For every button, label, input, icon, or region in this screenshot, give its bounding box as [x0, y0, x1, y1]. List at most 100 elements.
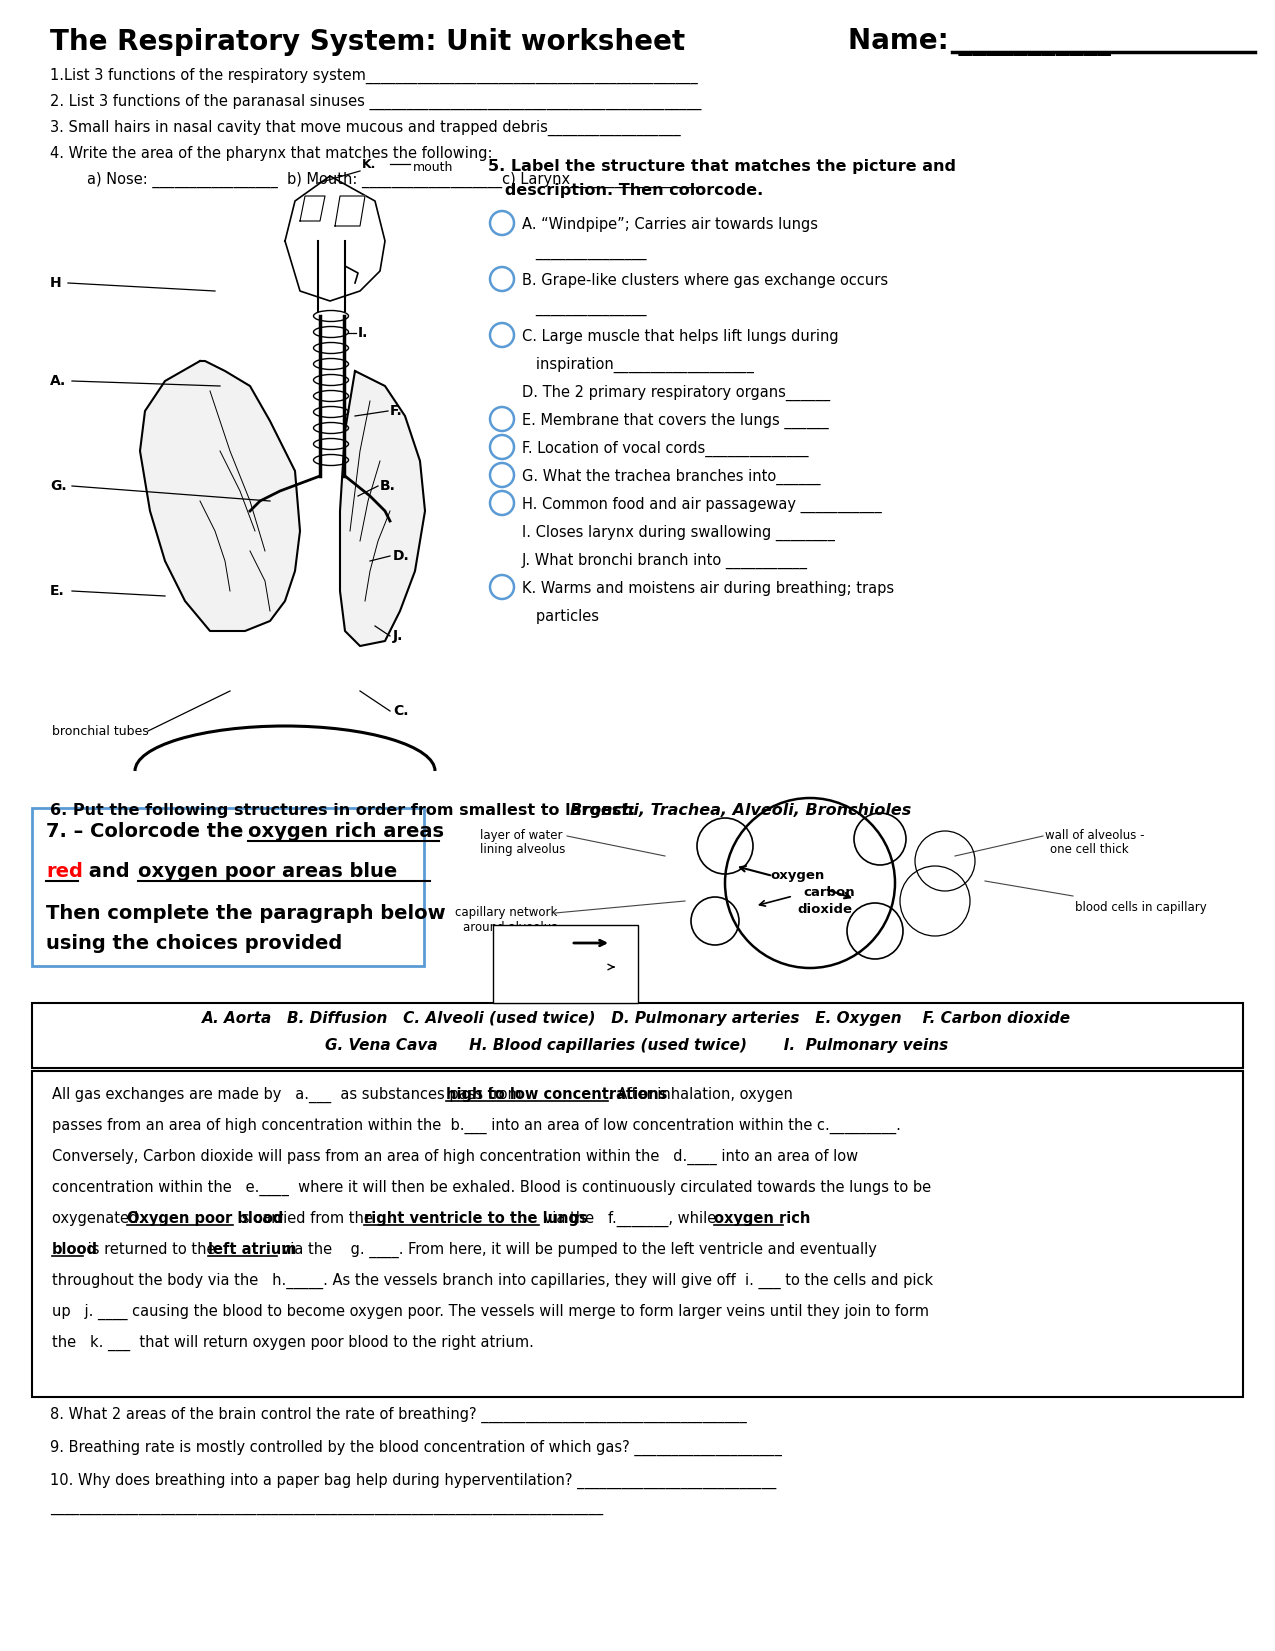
- Text: 10. Why does breathing into a paper bag help during hyperventilation? __________: 10. Why does breathing into a paper bag …: [50, 1473, 776, 1489]
- Text: Name: ___________: Name: ___________: [848, 28, 1111, 56]
- Text: D. The 2 primary respiratory organs______: D. The 2 primary respiratory organs_____…: [521, 385, 830, 401]
- Text: 4. Write the area of the pharynx that matches the following:: 4. Write the area of the pharynx that ma…: [50, 145, 492, 162]
- Text: 5. Label the structure that matches the picture and: 5. Label the structure that matches the …: [488, 158, 956, 173]
- Text: G. Vena Cava      H. Blood capillaries (used twice)       I.  Pulmonary veins: G. Vena Cava H. Blood capillaries (used …: [325, 1038, 949, 1053]
- Text: carbon: carbon: [803, 887, 854, 900]
- Text: inspiration___________________: inspiration___________________: [521, 357, 754, 373]
- Polygon shape: [335, 196, 365, 226]
- Text: 7. – Colorcode the: 7. – Colorcode the: [46, 822, 250, 840]
- Text: 2. List 3 functions of the paranasal sinuses ___________________________________: 2. List 3 functions of the paranasal sin…: [50, 94, 701, 111]
- Text: F. Location of vocal cords______________: F. Location of vocal cords______________: [521, 441, 808, 457]
- Text: B. Grape-like clusters where gas exchange occurs: B. Grape-like clusters where gas exchang…: [521, 272, 889, 287]
- Text: concentration within the   e.____  where it will then be exhaled. Blood is conti: concentration within the e.____ where it…: [52, 1180, 931, 1197]
- Text: oxygen rich: oxygen rich: [714, 1210, 811, 1227]
- Text: dioxide: dioxide: [797, 903, 852, 916]
- Text: C.: C.: [393, 703, 408, 718]
- Text: C. Large muscle that helps lift lungs during: C. Large muscle that helps lift lungs du…: [521, 329, 839, 343]
- Text: D.: D.: [393, 550, 409, 563]
- Text: 1.List 3 functions of the respiratory system____________________________________: 1.List 3 functions of the respiratory sy…: [50, 68, 697, 84]
- Ellipse shape: [314, 327, 348, 337]
- Text: oxygen poor areas blue: oxygen poor areas blue: [138, 862, 398, 882]
- Text: lining alveolus: lining alveolus: [479, 844, 565, 855]
- Text: J. What bronchi branch into ___________: J. What bronchi branch into ___________: [521, 553, 808, 570]
- FancyBboxPatch shape: [32, 807, 425, 966]
- FancyBboxPatch shape: [493, 925, 638, 1004]
- Text: B.: B.: [380, 479, 395, 494]
- Text: particles: particles: [521, 609, 599, 624]
- Text: oxygenated.: oxygenated.: [52, 1210, 148, 1227]
- Text: I.: I.: [358, 325, 368, 340]
- Polygon shape: [140, 362, 300, 631]
- Text: A. “Windpipe”; Carries air towards lungs: A. “Windpipe”; Carries air towards lungs: [521, 216, 819, 233]
- Text: 9. Breathing rate is mostly controlled by the blood concentration of which gas? : 9. Breathing rate is mostly controlled b…: [50, 1440, 782, 1456]
- Text: capillary network: capillary network: [455, 906, 557, 920]
- Text: F.: F.: [390, 404, 403, 418]
- Ellipse shape: [314, 358, 348, 370]
- Polygon shape: [286, 177, 385, 300]
- Text: red: red: [46, 862, 83, 882]
- Text: key: key: [536, 926, 558, 939]
- Text: is returned to the: is returned to the: [83, 1242, 221, 1256]
- Text: E.: E.: [50, 584, 65, 598]
- Text: 8. What 2 areas of the brain control the rate of breathing? ____________________: 8. What 2 areas of the brain control the…: [50, 1407, 747, 1423]
- Text: the   k. ___  that will return oxygen poor blood to the right atrium.: the k. ___ that will return oxygen poor …: [52, 1336, 534, 1351]
- Text: mouth: mouth: [413, 160, 454, 173]
- Text: is carried from the: is carried from the: [233, 1210, 377, 1227]
- Text: using the choices provided: using the choices provided: [46, 934, 342, 953]
- Text: Then complete the paragraph below: Then complete the paragraph below: [46, 905, 446, 923]
- Text: J.: J.: [393, 629, 403, 642]
- Text: carbon dioxide: carbon dioxide: [499, 971, 597, 982]
- Text: 3. Small hairs in nasal cavity that move mucous and trapped debris______________: 3. Small hairs in nasal cavity that move…: [50, 121, 681, 135]
- Text: _______________: _______________: [521, 244, 646, 259]
- Text: H. Common food and air passageway ___________: H. Common food and air passageway ______…: [521, 497, 882, 513]
- Text: E. Membrane that covers the lungs ______: E. Membrane that covers the lungs ______: [521, 413, 829, 429]
- Text: K. Warms and moistens air during breathing; traps: K. Warms and moistens air during breathi…: [521, 581, 894, 596]
- Text: via the   f._______, while: via the f._______, while: [539, 1210, 722, 1227]
- Ellipse shape: [314, 406, 348, 418]
- Text: passes from an area of high concentration within the  b.___ into an area of low : passes from an area of high concentratio…: [52, 1118, 901, 1134]
- Text: Oxygen poor blood: Oxygen poor blood: [128, 1210, 283, 1227]
- Polygon shape: [340, 371, 425, 646]
- Ellipse shape: [314, 310, 348, 322]
- Text: oxygen: oxygen: [501, 948, 550, 959]
- Text: a) Nose: _________________  b) Mouth: ___________________c) Larynx______________: a) Nose: _________________ b) Mouth: ___…: [50, 172, 703, 188]
- Text: All gas exchanges are made by   a.___  as substances pass from: All gas exchanges are made by a.___ as s…: [52, 1086, 527, 1103]
- Text: H: H: [50, 276, 61, 291]
- Text: A.: A.: [50, 375, 66, 388]
- Polygon shape: [300, 196, 325, 221]
- Ellipse shape: [314, 439, 348, 449]
- Ellipse shape: [314, 342, 348, 353]
- Text: ___________________________________________________________________________: ________________________________________…: [50, 1501, 603, 1516]
- Text: Conversely, Carbon dioxide will pass from an area of high concentration within t: Conversely, Carbon dioxide will pass fro…: [52, 1149, 858, 1166]
- Text: around alveolus: around alveolus: [463, 921, 557, 934]
- Text: I. Closes larynx during swallowing ________: I. Closes larynx during swallowing _____…: [521, 525, 835, 542]
- Text: Bronchi, Trachea, Alveoli, Bronchioles: Bronchi, Trachea, Alveoli, Bronchioles: [570, 802, 912, 817]
- Text: oxygen: oxygen: [770, 868, 824, 882]
- Text: high to low concentrations: high to low concentrations: [445, 1086, 667, 1101]
- Text: 6. Put the following structures in order from smallest to largest:: 6. Put the following structures in order…: [50, 802, 646, 817]
- Text: K.: K.: [362, 157, 376, 170]
- Text: via the    g. ____. From here, it will be pumped to the left ventricle and event: via the g. ____. From here, it will be p…: [277, 1242, 877, 1258]
- Text: right ventricle to the lungs: right ventricle to the lungs: [365, 1210, 588, 1227]
- Text: wall of alveolus -: wall of alveolus -: [1046, 829, 1145, 842]
- Text: one cell thick: one cell thick: [1051, 844, 1128, 855]
- Text: up   j. ____ causing the blood to become oxygen poor. The vessels will merge to : up j. ____ causing the blood to become o…: [52, 1304, 929, 1321]
- Ellipse shape: [314, 391, 348, 401]
- Text: left atrium: left atrium: [208, 1242, 297, 1256]
- Text: G.: G.: [50, 479, 66, 494]
- FancyBboxPatch shape: [32, 1004, 1243, 1068]
- Text: description. Then colorcode.: description. Then colorcode.: [488, 183, 764, 198]
- Text: and: and: [82, 862, 136, 882]
- Text: blood: blood: [52, 1242, 98, 1256]
- Text: oxygen rich areas: oxygen rich areas: [249, 822, 444, 840]
- Text: . After inhalation, oxygen: . After inhalation, oxygen: [608, 1086, 793, 1101]
- Text: _______________: _______________: [521, 300, 646, 315]
- Text: layer of water: layer of water: [479, 829, 562, 842]
- Text: throughout the body via the   h._____. As the vessels branch into capillaries, t: throughout the body via the h._____. As …: [52, 1273, 933, 1289]
- FancyBboxPatch shape: [32, 1071, 1243, 1397]
- Text: The Respiratory System: Unit worksheet: The Respiratory System: Unit worksheet: [50, 28, 685, 56]
- Ellipse shape: [314, 375, 348, 385]
- Ellipse shape: [314, 454, 348, 466]
- Text: G. What the trachea branches into______: G. What the trachea branches into______: [521, 469, 821, 485]
- Ellipse shape: [314, 423, 348, 434]
